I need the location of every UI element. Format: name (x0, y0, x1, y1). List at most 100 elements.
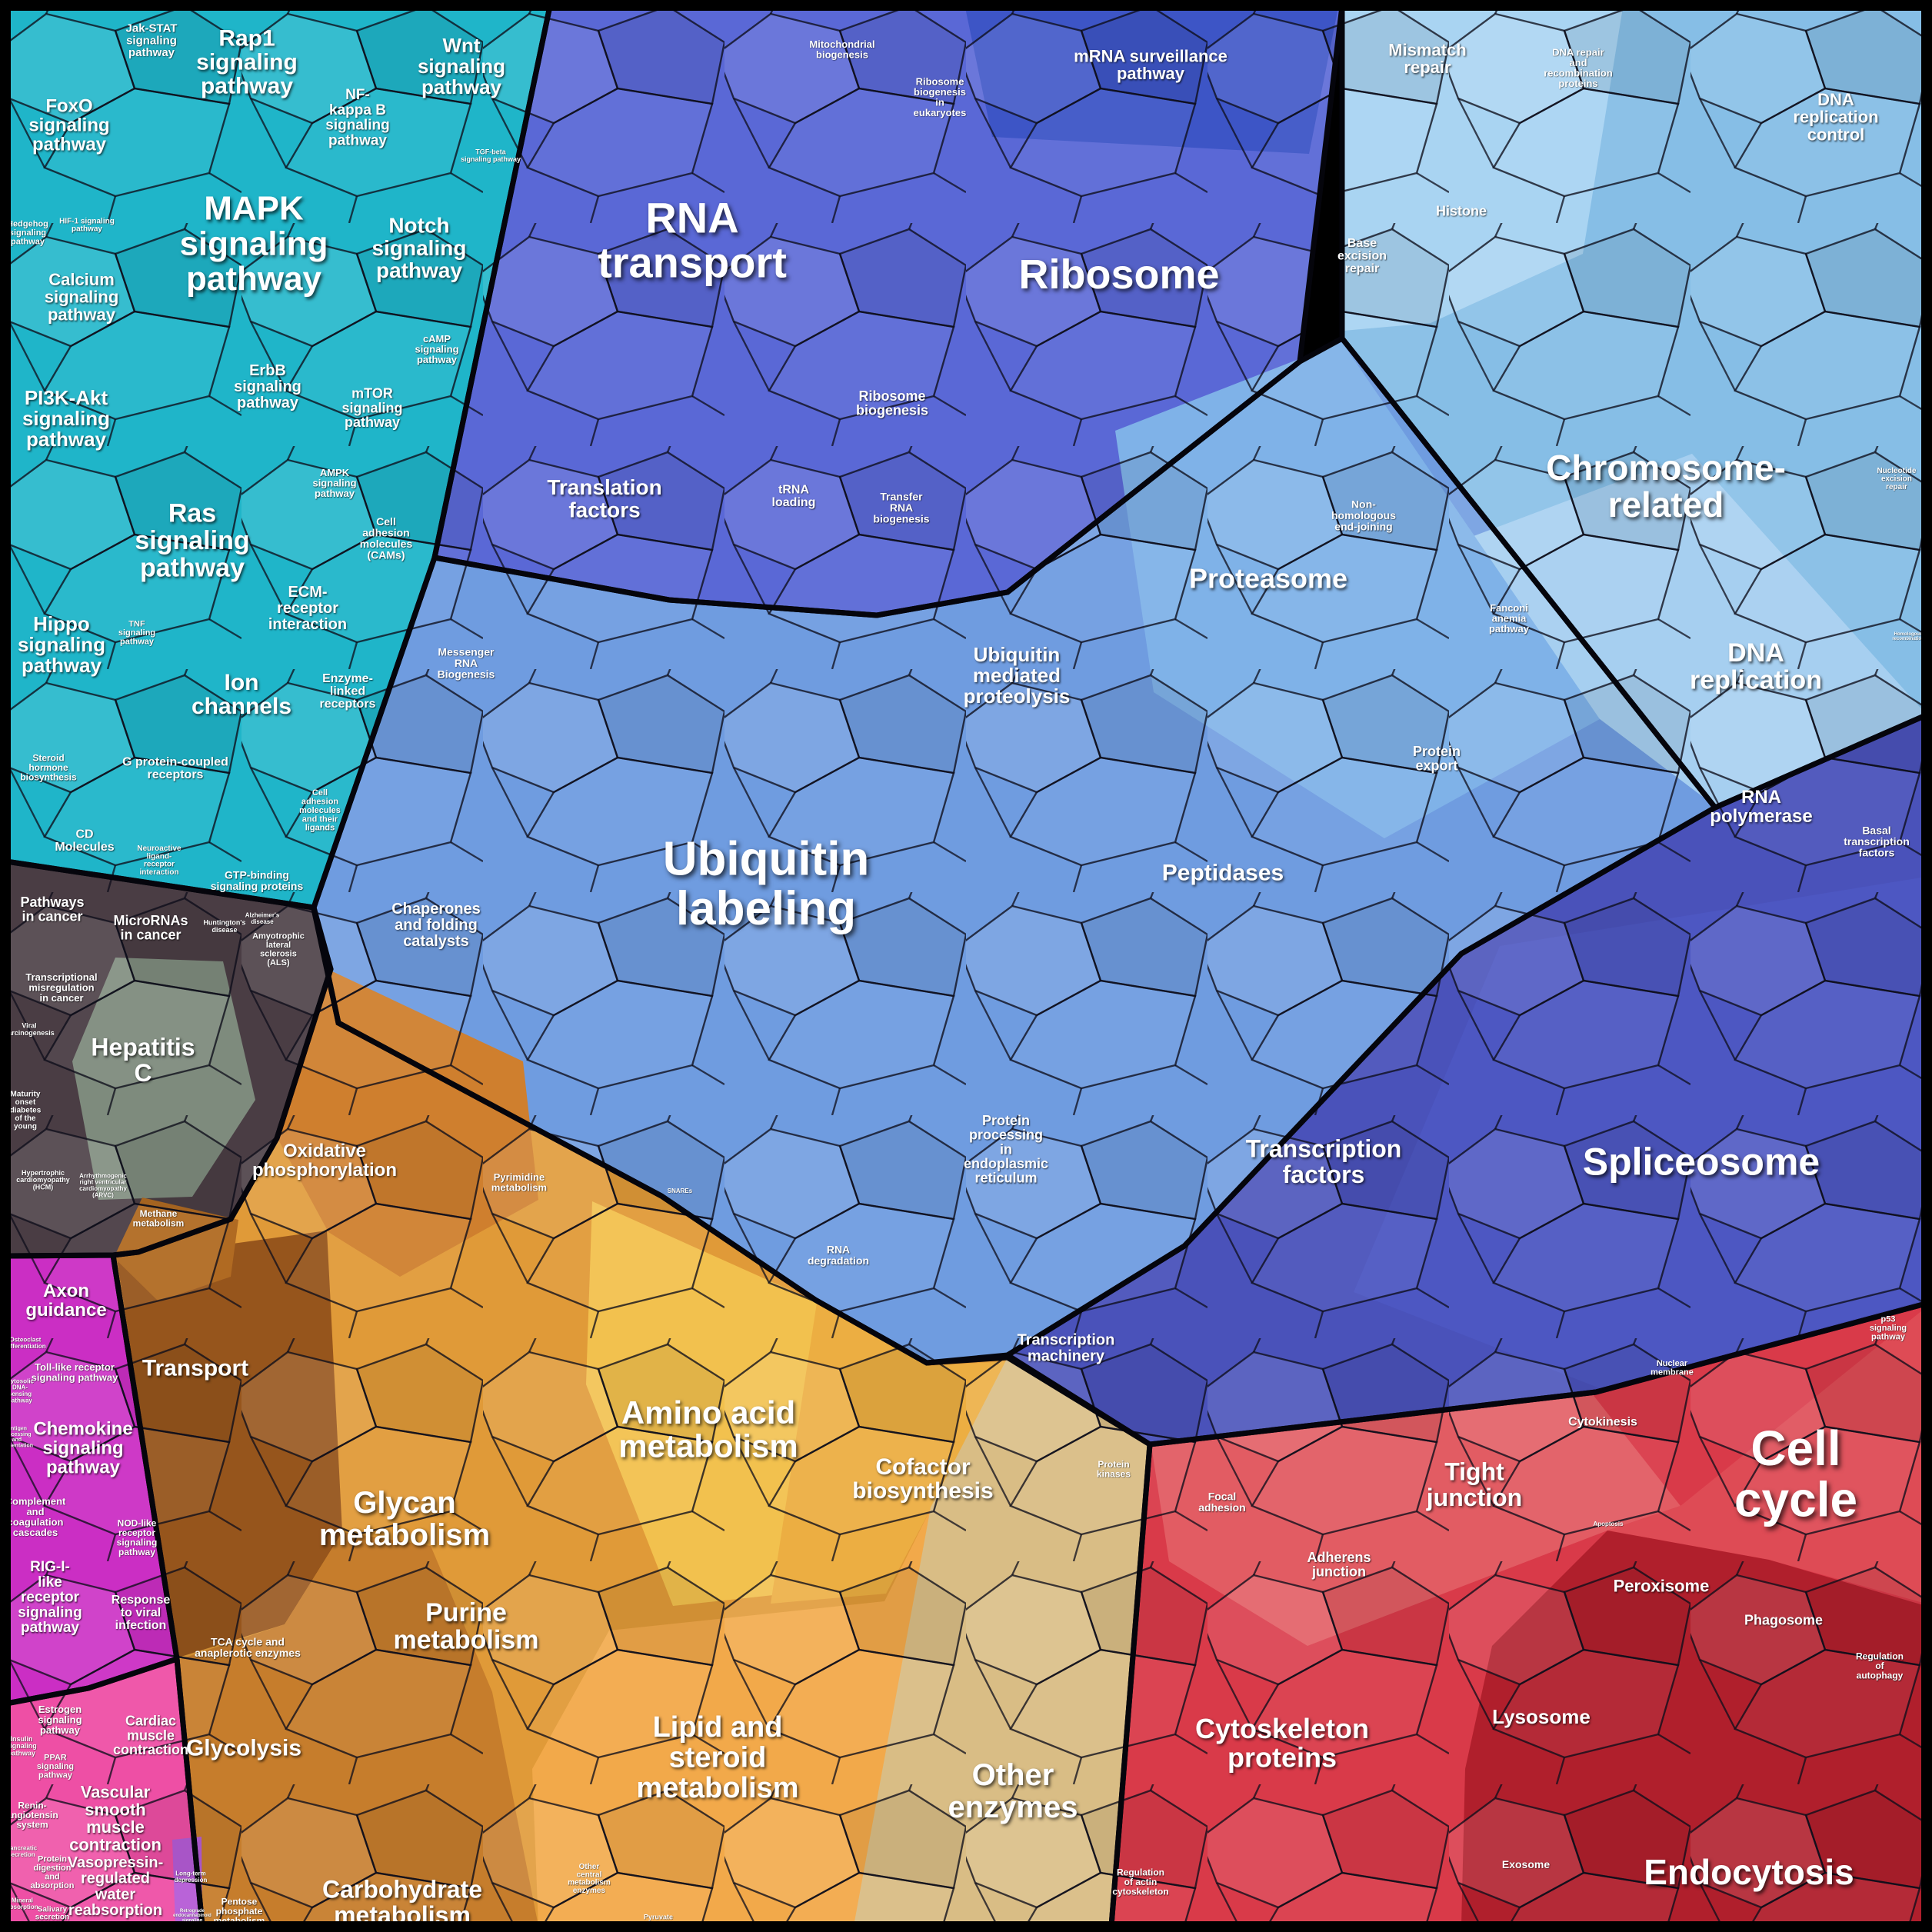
label-salivary-secretion: Salivary secretion (35, 1905, 69, 1921)
label-hypertrophic-cardiomyopathy-hcm: Hypertrophic cardiomyopathy (HCM) (16, 1169, 70, 1191)
label-glycolysis: Glycolysis (186, 1736, 301, 1761)
label-cell-adhesion-molecules-and-their-ligands: Cell adhesion molecules and their ligands (299, 788, 341, 833)
label-notch-signaling-pathway: Notch signaling pathway (372, 214, 467, 282)
label-pathways-in-cancer: Pathways in cancer (20, 894, 84, 924)
label-transport: Transport (142, 1356, 248, 1381)
label-peroxisome: Peroxisome (1614, 1577, 1710, 1596)
label-ion-channels: Ion channels (192, 670, 291, 719)
label-cell-cycle: Cell cycle (1734, 1421, 1857, 1527)
label-ribosome: Ribosome (1018, 251, 1219, 298)
label-cytokinesis: Cytokinesis (1568, 1416, 1637, 1429)
label-retrograde-endocannabinoid-signaling: Retrograde endocannabinoid signaling (173, 1909, 212, 1923)
label-chromosome-related: Chromosome-related (1546, 448, 1786, 525)
label-mitochondrial-biogenesis: Mitochondrial biogenesis (809, 38, 874, 61)
label-pi3k-akt-signaling-pathway: PI3K-Akt signaling pathway (22, 386, 110, 451)
label-osteoclast-differentiation: Osteoclast differentiation (5, 1337, 45, 1350)
label-lysosome: Lysosome (1492, 1705, 1591, 1728)
label-neuroactive-ligand-receptor-interaction: Neuroactive ligand-receptor interaction (137, 844, 182, 877)
label-protein-digestion-and-absorption: Protein digestion and absorption (31, 1855, 75, 1890)
label-hippo-signaling-pathway: Hippo signaling pathway (18, 612, 105, 677)
label-purine-metabolism: Purine metabolism (394, 1598, 539, 1654)
label-enzyme-linked-receptors: Enzyme-linked receptors (320, 672, 376, 711)
label-rig-i-like-receptor-signaling-pathway: RIG-I-like receptor signaling pathway (18, 1559, 82, 1636)
label-rna-polymerase: RNA polymerase (1710, 787, 1812, 827)
label-erbb-signaling-pathway: ErbB signaling pathway (234, 362, 301, 411)
label-hedgehog-signaling-pathway: Hedgehog signaling pathway (7, 219, 48, 246)
label-antigen-processing-and-presentation: Antigen processing and presentation (1, 1427, 33, 1449)
label-cd-molecules: CD Molecules (55, 828, 114, 854)
label-response-to-viral-infection: Response to viral infection (112, 1594, 171, 1632)
label-gtp-binding-signaling-proteins: GTP-binding signaling proteins (211, 869, 304, 893)
label-tight-junction: Tight junction (1426, 1458, 1522, 1511)
label-lipid-and-steroid-metabolism: Lipid and steroid metabolism (636, 1711, 798, 1804)
label-amino-acid-metabolism: Amino acid metabolism (618, 1394, 798, 1464)
label-chaperones-and-folding-catalysts: Chaperones and folding catalysts (391, 901, 481, 950)
label-carbohydrate-metabolism: Carbohydrate metabolism (322, 1876, 482, 1929)
label-protein-kinases: Protein kinases (1097, 1459, 1131, 1479)
label-dna-replication-control: DNA replication control (1793, 90, 1878, 145)
label-oxidative-phosphorylation: Oxidative phosphorylation (252, 1141, 397, 1181)
label-histone: Histone (1436, 203, 1487, 218)
label-methane-metabolism: Methane metabolism (133, 1208, 185, 1228)
label-other-enzymes: Other enzymes (948, 1758, 1078, 1824)
label-hepatitis-c: Hepatitis C (91, 1034, 195, 1087)
label-glycan-metabolism: Glycan metabolism (319, 1486, 490, 1552)
label-regulation-of-actin-cytoskeleton: Regulation of actin cytoskeleton (1112, 1867, 1168, 1897)
label-cell-adhesion-molecules-cams: Cell adhesion molecules (CAMs) (360, 515, 413, 561)
label-g-protein-coupled-receptors: G protein-coupled receptors (122, 755, 228, 781)
label-adherens-junction: Adherens junction (1307, 1550, 1371, 1580)
label-vascular-smooth-muscle-contraction: Vascular smooth muscle contraction (69, 1782, 162, 1854)
label-basal-transcription-factors: Basal transcription factors (1844, 824, 1910, 858)
label-mapk-signaling-pathway: MAPK signaling pathway (179, 190, 328, 298)
label-vasopressin-regulated-water-reabsorption: Vasopressin-regulated water reabsorption (68, 1854, 164, 1919)
label-alzheimer-s-disease: Alzheimer's disease (245, 912, 280, 925)
label-maturity-onset-diabetes-of-the-young: Maturity onset diabetes of the young (10, 1091, 42, 1131)
label-messenger-rna-biogenesis: Messenger RNA Biogenesis (438, 645, 495, 680)
label-nucleotide-excision-repair: Nucleotide excision repair (1877, 467, 1917, 491)
label-ampk-signaling-pathway: AMPK signaling pathway (312, 467, 356, 499)
label-rap1-signaling-pathway: Rap1 signaling pathway (196, 25, 298, 98)
label-mrna-surveillance-pathway: mRNA surveillance pathway (1074, 46, 1227, 83)
label-ubiquitin-labeling: Ubiquitin labeling (663, 832, 870, 934)
label-regulation-of-autophagy: Regulation of autophagy (1856, 1651, 1904, 1681)
label-chemokine-signaling-pathway: Chemokine signaling pathway (33, 1418, 132, 1477)
label-snares: SNAREs (668, 1188, 693, 1194)
label-rna-transport: RNA transport (598, 193, 787, 286)
label-mismatch-repair: Mismatch repair (1388, 40, 1466, 77)
label-ppar-signaling-pathway: PPAR signaling pathway (37, 1753, 74, 1780)
label-amyotrophic-lateral-sclerosis-als: Amyotrophic lateral sclerosis (ALS) (252, 932, 305, 968)
label-tnf-signaling-pathway: TNF signaling pathway (118, 619, 155, 646)
label-endocytosis: Endocytosis (1644, 1852, 1854, 1892)
label-protein-processing-in-endoplasmic-reticulum: Protein processing in endoplasmic reticulum (964, 1113, 1048, 1186)
label-calcium-signaling-pathway: Calcium signaling pathway (45, 270, 119, 325)
label-transcription-machinery: Transcription machinery (1018, 1332, 1115, 1365)
label-p53-signaling-pathway: p53 signaling pathway (1870, 1314, 1907, 1341)
label-phagosome: Phagosome (1744, 1612, 1823, 1627)
label-trna-loading: tRNA loading (772, 483, 816, 509)
label-jak-stat-signaling-pathway: Jak-STAT signaling pathway (126, 22, 178, 59)
label-cofactor-biosynthesis: Cofactor biosynthesis (852, 1454, 993, 1504)
label-micrornas-in-cancer: MicroRNAs in cancer (113, 913, 188, 943)
label-base-excision-repair: Base excision repair (1337, 237, 1387, 275)
label-renin-angiotensin-system: Renin-angiotensin system (6, 1800, 58, 1830)
label-transfer-rna-biogenesis: Transfer RNA biogenesis (873, 490, 929, 525)
label-nod-like-receptor-signaling-pathway: NOD-like receptor signaling pathway (117, 1517, 158, 1557)
label-nuclear-membrane: Nuclear membrane (1651, 1359, 1694, 1377)
region-labels: Jak-STAT signaling pathway Rap1 signaling pat… (1, 22, 1924, 1929)
label-exosome: Exosome (1502, 1858, 1550, 1870)
label-toll-like-receptor-signaling-pathway: Toll-like receptor signaling pathway (32, 1361, 118, 1384)
label-arrhythmogenic-right-ventricular-cardiomyopathy-arvc: Arrhythmogenic right ventricular cardiomyo… (79, 1172, 127, 1198)
label-transcriptional-misregulation-in-cancer: Transcriptional misregulation in cancer (25, 971, 97, 1004)
label-hif-1-signaling-pathway: HIF-1 signaling pathway (59, 217, 115, 233)
label-steroid-hormone-biosynthesis: Steroid hormone biosynthesis (20, 753, 77, 783)
label-pancreatic-secretion: Pancreatic secretion (6, 1845, 38, 1858)
label-huntington-s-disease: Huntington's disease (203, 918, 245, 933)
label-homologous-recombination: Homologous recombination (1892, 632, 1924, 641)
label-mtor-signaling-pathway: mTOR signaling pathway (341, 386, 402, 430)
label-ubiquitin-mediated-proteolysis: Ubiquitin mediated proteolysis (964, 643, 1071, 708)
label-ras-signaling-pathway: Ras signaling pathway (135, 499, 249, 583)
label-mineral-absorption: Mineral absorption (6, 1897, 38, 1910)
